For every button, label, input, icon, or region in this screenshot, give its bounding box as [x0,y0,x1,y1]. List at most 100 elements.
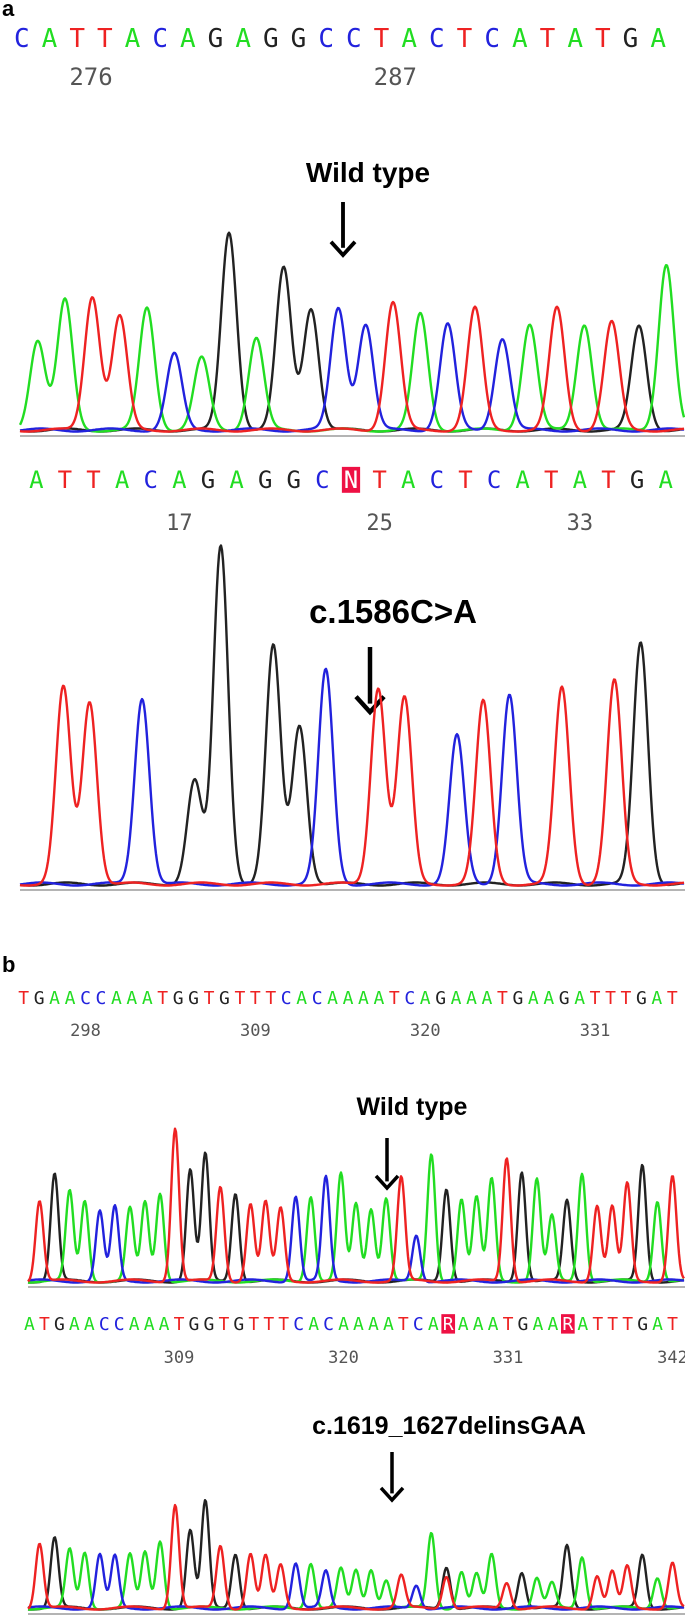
base-call: A [368,1314,379,1335]
base-call: A [129,1314,140,1335]
base-call: A [235,24,251,54]
base-call: A [353,1314,364,1335]
base-call: T [667,988,678,1009]
base-call: A [577,1314,588,1335]
base-call: G [188,988,199,1009]
base-call: A [383,1314,394,1335]
trace-channel-T [27,1127,685,1284]
panel-b-reference-positions: 298 309 320 331 [70,1021,610,1041]
base-call: T [605,988,616,1009]
trace-channel-T [27,1503,685,1611]
base-call: T [234,988,245,1009]
base-call: A [338,1314,349,1335]
base-call: C [80,988,91,1009]
panel-b-trace-1-title: Wild type [357,1093,468,1121]
base-call: A [420,988,431,1009]
panel-b-trace-2-chromatogram [27,1499,685,1615]
trace-channel-C [19,667,685,887]
base-call: G [173,988,184,1009]
base-call: C [318,24,334,54]
panel-a-trace-1-arrow [329,202,357,258]
base-call: T [621,988,632,1009]
base-call: A [651,988,662,1009]
base-call: T [607,1314,618,1335]
base-call: A [373,988,384,1009]
base-call: A [451,988,462,1009]
base-call: T [69,24,85,54]
base-call: T [374,24,390,54]
base-call: A [229,466,244,494]
panel-letter-a: a [2,0,15,21]
base-call: C [346,24,362,54]
base-call: A [482,988,493,1009]
base-call: A [547,1314,558,1335]
base-call: A [24,1314,35,1335]
base-call: T [667,1314,678,1335]
base-call: T [58,466,72,494]
base-call: T [389,988,400,1009]
base-call: G [630,466,644,494]
base-call: C [99,1314,110,1335]
trace-channel-G [19,231,685,433]
base-call: T [398,1314,409,1335]
base-call: T [174,1314,185,1335]
base-call: G [263,24,279,54]
base-call: A [652,1314,663,1335]
base-call: T [622,1314,633,1335]
base-call: G [219,988,230,1009]
position-label: 342 [657,1348,685,1368]
trace-channel-A [27,1531,685,1611]
base-call: T [97,24,113,54]
panel-a-trace-2-title: c.1586C>A [309,593,477,630]
panel-a-trace-2-arrow [354,647,386,716]
panel-a-reference-positions: 276 287 [69,63,417,91]
base-call: R [562,1314,573,1335]
base-call: T [497,988,508,1009]
base-call: A [488,1314,499,1335]
base-call: T [18,988,29,1009]
base-call: C [14,24,30,54]
base-call: T [278,1314,289,1335]
base-call: T [458,466,472,494]
base-call: A [327,988,338,1009]
base-call: G [512,988,523,1009]
base-call: T [204,988,215,1009]
base-call: C [152,24,168,54]
variant-highlight [561,1314,575,1334]
base-call: A [69,1314,80,1335]
base-call: T [263,1314,274,1335]
base-call: A [296,988,307,1009]
base-call: T [39,1314,50,1335]
base-call: A [650,24,666,54]
panel-b-trace-1-chromatogram [27,1127,685,1288]
base-call: G [518,1314,529,1335]
position-label: 331 [493,1348,524,1368]
position-label: 25 [366,511,393,536]
base-call: A [458,1314,469,1335]
arrow-head [329,240,357,258]
base-call: T [590,988,601,1009]
base-call: T [157,988,168,1009]
base-call: G [208,24,224,54]
base-call: C [114,1314,125,1335]
base-call: T [540,24,556,54]
base-call: A [180,24,196,54]
position-label: 320 [410,1021,441,1041]
base-call: T [601,466,615,494]
base-call: T [218,1314,229,1335]
base-call: T [248,1314,259,1335]
base-call: G [435,988,446,1009]
panel-b-trace-2-title: c.1619_1627delinsGAA [312,1412,586,1440]
base-call: A [401,24,417,54]
base-call: A [126,988,137,1009]
position-label: 331 [580,1021,611,1041]
base-call: C [413,1314,424,1335]
base-call: A [567,24,583,54]
base-call: C [323,1314,334,1335]
position-label: 309 [240,1021,271,1041]
base-call: C [144,466,158,494]
